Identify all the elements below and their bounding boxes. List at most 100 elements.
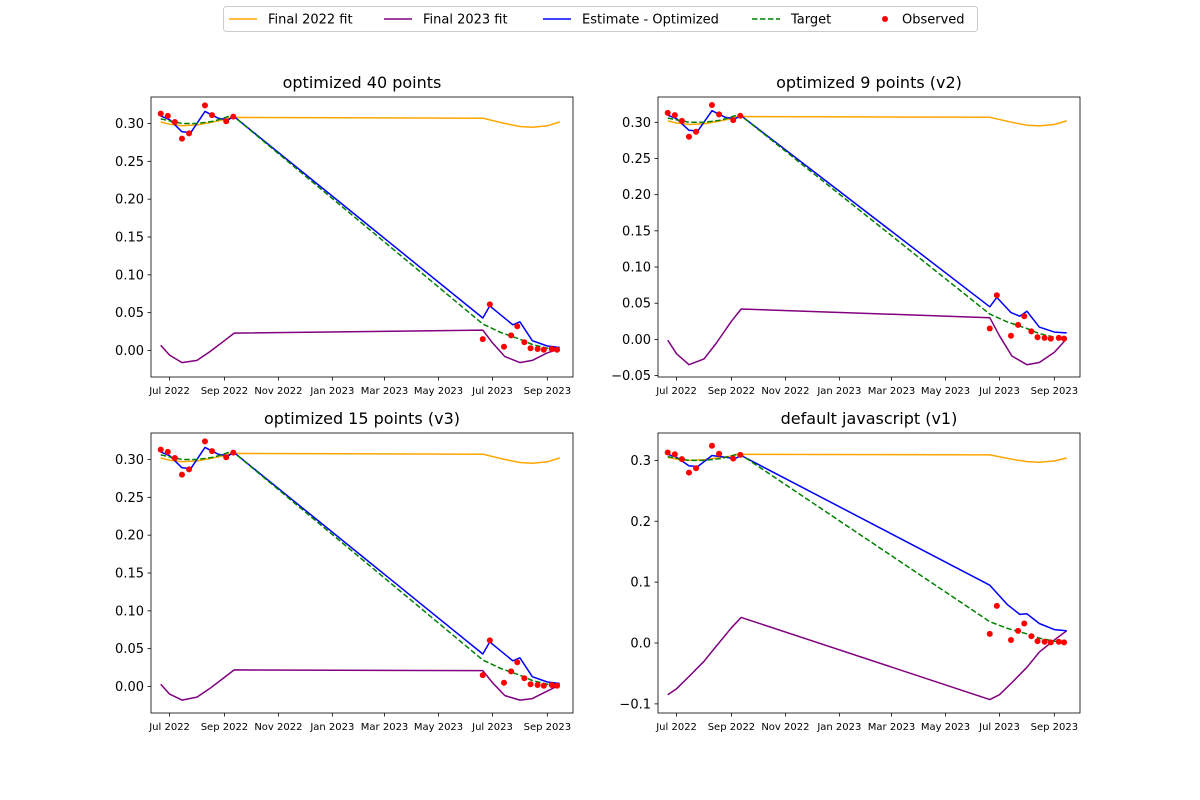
- x-tick-label: Sep 2022: [708, 386, 755, 397]
- observed-point: [223, 118, 230, 125]
- observed-point: [1047, 335, 1054, 342]
- x-tick-label: Sep 2022: [201, 722, 248, 733]
- x-tick-label: Jul 2022: [655, 386, 697, 397]
- legend-item: Observed: [882, 13, 965, 28]
- x-tick-label: Mar 2023: [361, 722, 409, 733]
- legend-label: Observed: [902, 13, 965, 28]
- x-tick-label: Jul 2023: [978, 386, 1020, 397]
- y-tick-label: 0.05: [115, 642, 144, 657]
- legend-item: Estimate - Optimized: [543, 13, 719, 28]
- series-line-estimate-optimized: [667, 453, 1067, 632]
- x-tick-label: Nov 2022: [254, 722, 302, 733]
- y-tick-label: 0.00: [622, 333, 651, 348]
- legend-item: Final 2023 fit: [384, 13, 508, 28]
- y-tick-label: 0.10: [622, 261, 651, 276]
- series-line-final-2023-fit: [667, 616, 1068, 701]
- y-tick-label: 0.0: [630, 637, 651, 652]
- y-tick-label: 0.30: [115, 117, 144, 132]
- x-tick-label: Sep 2022: [708, 722, 755, 733]
- observed-point: [554, 346, 561, 353]
- x-tick-label: Jan 2023: [816, 722, 861, 733]
- observed-point: [500, 679, 507, 686]
- observed-point: [1007, 636, 1014, 643]
- observed-point: [1061, 335, 1068, 342]
- observed-point: [1034, 334, 1041, 341]
- observed-point: [986, 630, 993, 637]
- axes-frame: [150, 96, 574, 378]
- observed-point: [178, 135, 185, 142]
- observed-point: [693, 128, 700, 135]
- legend-label: Final 2022 fit: [268, 13, 353, 28]
- plot-area: [157, 102, 561, 364]
- x-tick-label: May 2023: [921, 386, 970, 397]
- series-line-estimate-optimized: [667, 109, 1067, 334]
- x-tick-label: Sep 2023: [1031, 386, 1078, 397]
- axes-frame: [150, 432, 574, 714]
- observed-point: [521, 675, 528, 682]
- observed-point: [1055, 638, 1062, 645]
- observed-point: [716, 450, 723, 457]
- observed-point: [730, 455, 737, 462]
- series-line-target: [667, 113, 1067, 339]
- observed-point: [664, 449, 671, 456]
- observed-point: [1041, 638, 1048, 645]
- observed-point: [1041, 334, 1048, 341]
- observed-point: [685, 133, 692, 140]
- y-tick-label: 0.20: [622, 188, 651, 203]
- observed-point: [508, 332, 515, 339]
- axes-frame: [657, 432, 1081, 714]
- x-tick-label: May 2023: [414, 386, 463, 397]
- series-line-target: [160, 450, 560, 686]
- series-line-estimate-optimized: [160, 110, 560, 349]
- observed-point: [230, 449, 237, 456]
- y-tick-label: −0.05: [611, 369, 651, 384]
- x-tick-label: Sep 2022: [201, 386, 248, 397]
- observed-point: [486, 301, 493, 308]
- subplot-title: optimized 9 points (v2): [776, 73, 962, 92]
- observed-point: [1015, 627, 1022, 634]
- y-tick-label: 0.00: [115, 344, 144, 359]
- observed-point: [737, 451, 744, 458]
- observed-point: [1061, 639, 1068, 646]
- observed-point: [171, 118, 178, 125]
- observed-point: [678, 117, 685, 124]
- observed-point: [685, 469, 692, 476]
- y-tick-label: 0.00: [115, 680, 144, 695]
- subplot: optimized 15 points (v3) Jul 2022 Sep 2022…: [115, 409, 574, 733]
- y-tick-label: 0.05: [622, 297, 651, 312]
- legend-label: Estimate - Optimized: [582, 13, 719, 28]
- observed-point: [1007, 332, 1014, 339]
- x-tick-label: Jan 2023: [816, 386, 861, 397]
- series-observed: [664, 101, 1068, 342]
- observed-point: [1015, 321, 1022, 328]
- subplot: optimized 9 points (v2) Jul 2022 Sep 2022 N…: [611, 73, 1081, 397]
- x-tick-label: Nov 2022: [761, 386, 809, 397]
- y-tick-label: 0.05: [115, 306, 144, 321]
- observed-point: [671, 112, 678, 119]
- observed-point: [178, 471, 185, 478]
- x-tick-label: Mar 2023: [361, 386, 409, 397]
- x-tick-label: Nov 2022: [761, 722, 809, 733]
- series-line-target: [667, 452, 1067, 643]
- observed-point: [230, 113, 237, 120]
- observed-point: [664, 109, 671, 116]
- y-tick-label: 0.15: [115, 231, 144, 246]
- observed-point: [708, 442, 715, 449]
- observed-point: [527, 681, 534, 688]
- x-tick-label: Mar 2023: [868, 386, 916, 397]
- subplot-title: optimized 40 points: [283, 73, 442, 92]
- x-tick-label: Jul 2022: [148, 386, 190, 397]
- x-tick-label: Jul 2023: [978, 722, 1020, 733]
- legend-item: Target: [752, 13, 831, 28]
- observed-point: [514, 659, 521, 666]
- observed-point: [993, 292, 1000, 299]
- observed-point: [479, 336, 486, 343]
- series-observed: [157, 438, 561, 689]
- observed-point: [186, 130, 193, 137]
- observed-point: [508, 668, 515, 675]
- observed-point: [993, 602, 1000, 609]
- observed-point: [527, 345, 534, 352]
- observed-point: [1055, 334, 1062, 341]
- x-tick-label: Jan 2023: [309, 386, 354, 397]
